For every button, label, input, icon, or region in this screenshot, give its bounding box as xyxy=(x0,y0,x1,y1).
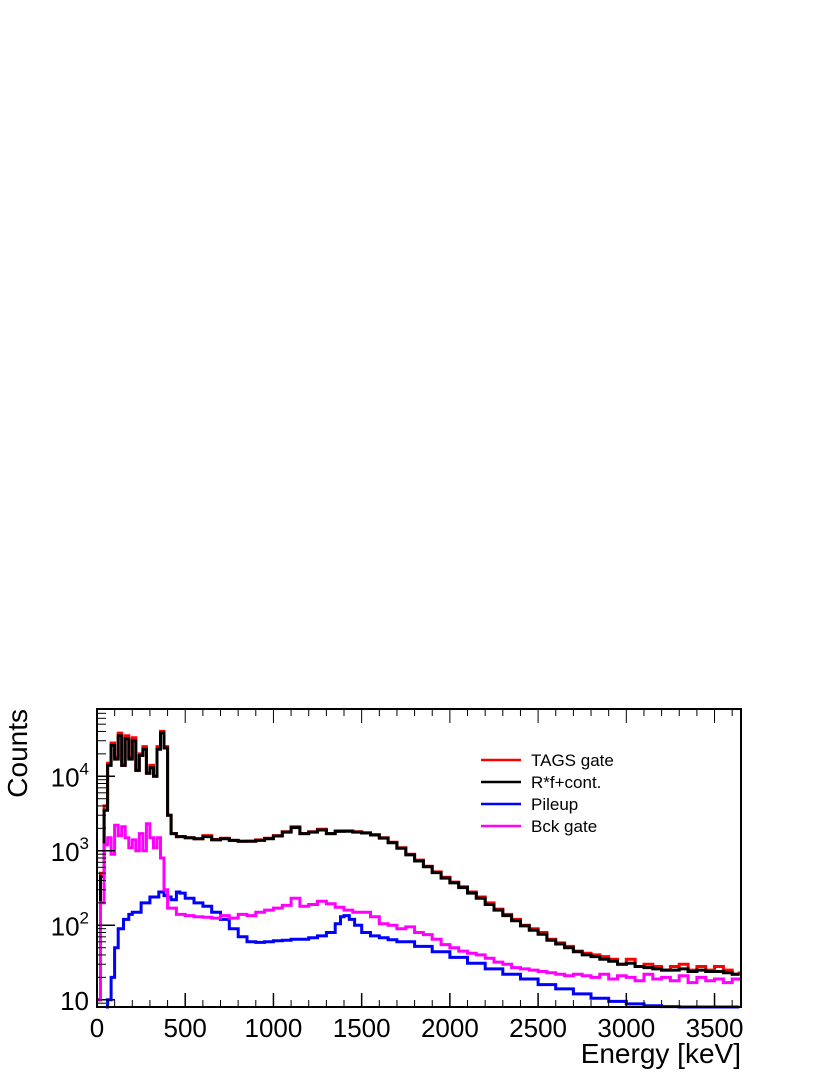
y-tick-label: 104 xyxy=(51,759,89,792)
x-tick-label: 1500 xyxy=(333,1013,391,1043)
x-tick-label: 3000 xyxy=(597,1013,655,1043)
y-axis-title: Counts xyxy=(2,709,33,798)
x-tick-label: 2000 xyxy=(421,1013,479,1043)
x-tick-label: 3500 xyxy=(686,1013,744,1043)
plot-frame xyxy=(96,708,742,1008)
legend-label-1: R*f+cont. xyxy=(531,773,601,792)
x-tick-label: 2500 xyxy=(509,1013,567,1043)
x-tick-label: 1000 xyxy=(245,1013,303,1043)
x-tick-label: 0 xyxy=(90,1013,104,1043)
x-axis: 0 500 1000 1500 2000 2500 3000 3500 xyxy=(90,709,744,1043)
series-line-3 xyxy=(97,822,741,1002)
y-tick-label: 10 xyxy=(60,986,89,1016)
series-line-0 xyxy=(97,729,741,1002)
legend: TAGS gate R*f+cont. Pileup Bck gate xyxy=(481,751,614,836)
series-line-1 xyxy=(97,731,740,1002)
x-axis-title: Energy [keV] xyxy=(581,1038,741,1069)
legend-label-0: TAGS gate xyxy=(531,751,614,770)
x-tick-label: 500 xyxy=(164,1013,207,1043)
series-line-2 xyxy=(105,890,740,1009)
y-tick-label: 102 xyxy=(51,908,89,941)
legend-label-3: Bck gate xyxy=(531,817,597,836)
legend-label-2: Pileup xyxy=(531,795,578,814)
y-axis: 10 102 103 104 xyxy=(51,708,115,1016)
y-tick-label: 103 xyxy=(51,834,89,867)
series-layer xyxy=(97,729,741,1009)
